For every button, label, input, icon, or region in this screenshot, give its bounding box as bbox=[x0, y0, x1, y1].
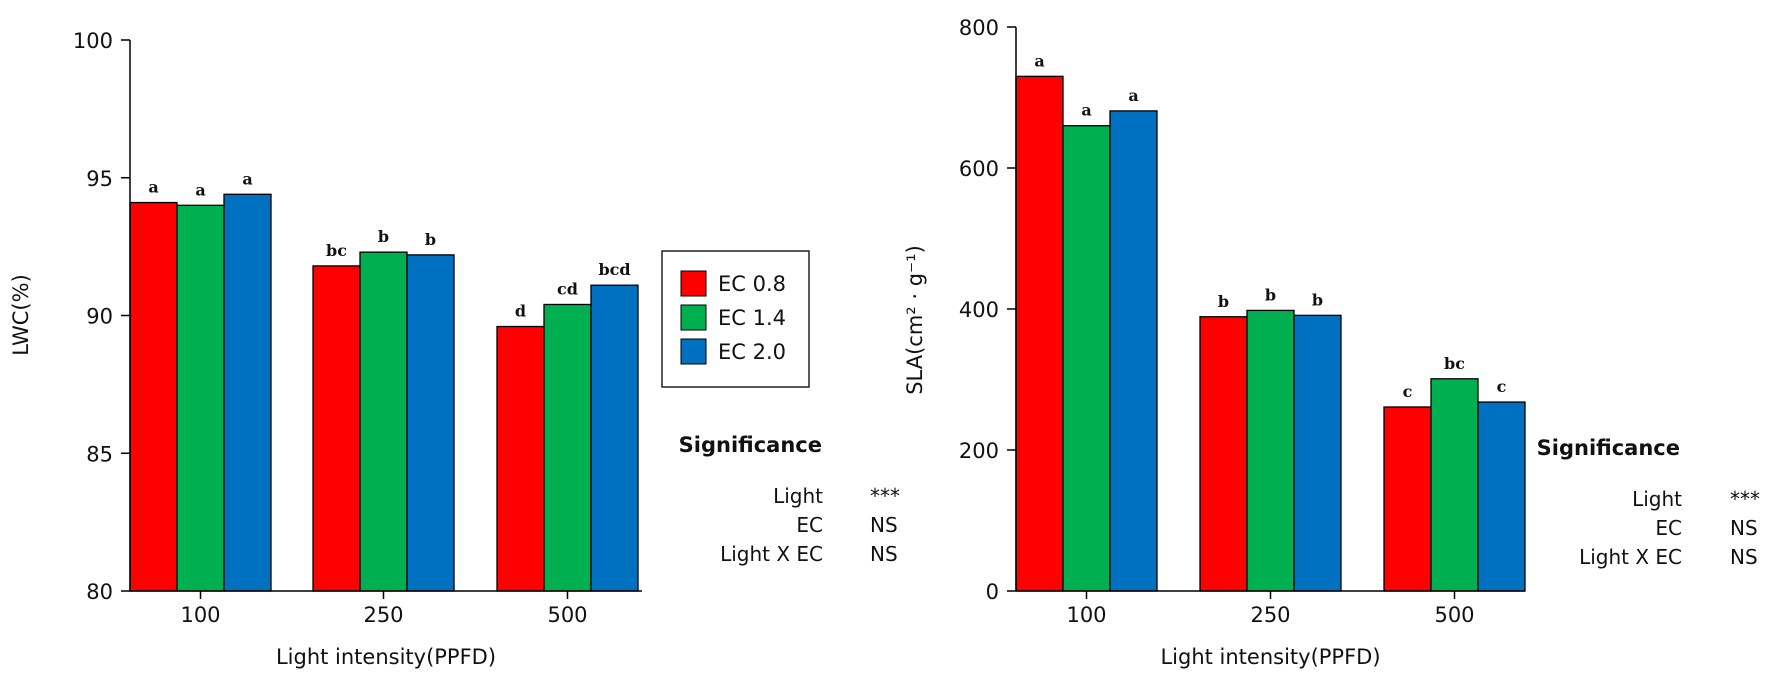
bar bbox=[129, 201, 178, 592]
y-tick-label: 85 bbox=[86, 442, 113, 466]
y-tick-label: 95 bbox=[86, 167, 113, 191]
x-tick-label: 100 bbox=[1066, 603, 1106, 627]
x-tick-label: 100 bbox=[180, 603, 220, 627]
x-tick-label: 250 bbox=[363, 603, 403, 627]
bar bbox=[1430, 378, 1479, 592]
bar-letter: a bbox=[1128, 86, 1138, 105]
bar-letter: b bbox=[1312, 290, 1323, 309]
x-tick-label: 500 bbox=[1434, 603, 1474, 627]
x-tick-label: 500 bbox=[547, 603, 587, 627]
legend-swatch bbox=[680, 270, 707, 297]
bar-letter: b bbox=[1218, 292, 1229, 311]
significance-value: NS bbox=[1730, 516, 1758, 540]
y-axis-label: LWC(%) bbox=[9, 274, 33, 356]
y-axis-label: SLA(cm² · g⁻¹) bbox=[903, 245, 927, 395]
bar-letter: b bbox=[425, 230, 436, 249]
bar-letter: cd bbox=[557, 279, 578, 298]
significance-factor: EC bbox=[1655, 516, 1682, 540]
x-tick-label: 250 bbox=[1250, 603, 1290, 627]
x-axis-label: Light intensity(PPFD) bbox=[276, 645, 496, 669]
legend: EC 0.8 EC 1.4 EC 2.0 bbox=[661, 250, 810, 388]
bar bbox=[1246, 309, 1295, 592]
significance-factor: Light X EC bbox=[720, 542, 823, 566]
significance-factor: Light X EC bbox=[1579, 545, 1682, 569]
legend-swatch bbox=[680, 338, 707, 365]
y-tick-label: 0 bbox=[986, 580, 999, 604]
y-tick-label: 90 bbox=[86, 305, 113, 329]
y-tick-label: 800 bbox=[959, 16, 999, 40]
bar bbox=[1109, 110, 1158, 592]
bar-letter: a bbox=[1034, 51, 1044, 70]
bar-letter: a bbox=[148, 178, 158, 197]
significance-table: Significance Light *** EC NS Light X EC NS bbox=[1537, 436, 1760, 569]
bar-letter: d bbox=[515, 302, 526, 321]
bar-letter: c bbox=[1497, 377, 1507, 396]
bar bbox=[543, 303, 592, 592]
x-axis-label: Light intensity(PPFD) bbox=[1160, 645, 1380, 669]
significance-factor: EC bbox=[796, 513, 823, 537]
bar bbox=[359, 251, 408, 592]
bar bbox=[1477, 401, 1526, 592]
significance-value: *** bbox=[870, 484, 900, 508]
bar bbox=[406, 254, 455, 592]
significance-value: NS bbox=[1730, 545, 1758, 569]
bar-letter: bcd bbox=[598, 260, 630, 279]
significance-title: Significance bbox=[1537, 436, 1680, 460]
bar-letter: bc bbox=[1444, 354, 1465, 373]
y-tick-label: 80 bbox=[86, 580, 113, 604]
bar bbox=[496, 325, 545, 592]
bar bbox=[1383, 406, 1432, 592]
y-tick-label: 100 bbox=[73, 29, 113, 53]
significance-title: Significance bbox=[679, 433, 822, 457]
bar-letter: a bbox=[242, 169, 252, 188]
bar bbox=[1062, 125, 1111, 592]
legend-swatch bbox=[680, 304, 707, 331]
bar bbox=[1293, 314, 1342, 592]
bar bbox=[312, 265, 361, 592]
bar-letter: a bbox=[1081, 101, 1091, 120]
significance-value: NS bbox=[870, 513, 898, 537]
bar-letter: b bbox=[378, 227, 389, 246]
y-tick-label: 600 bbox=[959, 157, 999, 181]
significance-table: Significance Light *** EC NS Light X EC NS bbox=[679, 433, 900, 566]
bar-letter: a bbox=[195, 180, 205, 199]
y-tick-label: 200 bbox=[959, 439, 999, 463]
y-tick-label: 400 bbox=[959, 298, 999, 322]
significance-factor: Light bbox=[1632, 487, 1682, 511]
significance-value: *** bbox=[1730, 487, 1760, 511]
significance-value: NS bbox=[870, 542, 898, 566]
bar-letter: c bbox=[1403, 382, 1413, 401]
bar bbox=[223, 193, 272, 592]
legend-label: EC 2.0 bbox=[718, 340, 786, 364]
bar bbox=[590, 284, 639, 592]
bar bbox=[176, 204, 225, 592]
bar-letter: b bbox=[1265, 285, 1276, 304]
bar bbox=[1199, 316, 1248, 592]
bar bbox=[1015, 75, 1064, 592]
legend-label: EC 0.8 bbox=[718, 272, 786, 296]
bar-letter: bc bbox=[326, 241, 347, 260]
legend-label: EC 1.4 bbox=[718, 306, 786, 330]
significance-factor: Light bbox=[773, 484, 823, 508]
